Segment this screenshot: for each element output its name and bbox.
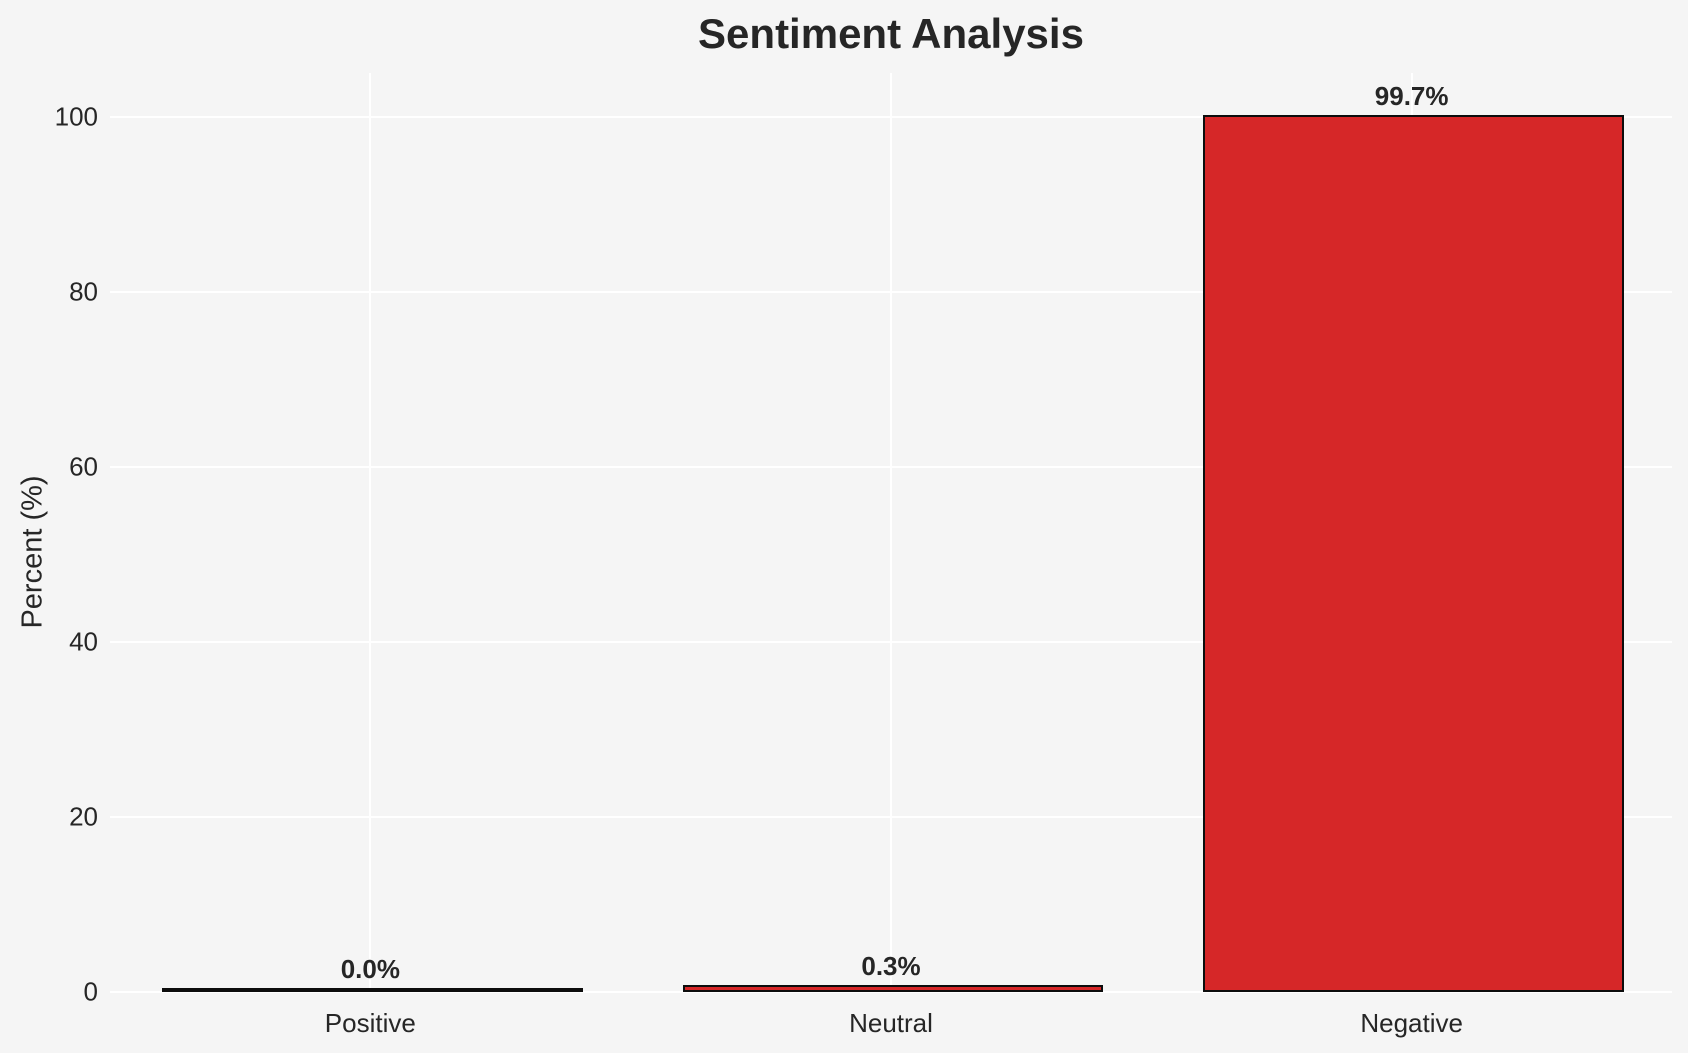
bar-neutral xyxy=(682,985,1104,992)
bar-value-label: 0.0% xyxy=(340,954,400,984)
y-gridline xyxy=(110,991,1672,993)
bar-value-label: 0.3% xyxy=(861,951,921,982)
y-tick-label: 20 xyxy=(69,801,98,832)
y-tick-label: 0 xyxy=(83,976,98,1007)
y-tick-label: 100 xyxy=(54,101,98,132)
bar-negative xyxy=(1203,115,1624,992)
bar-value-label: 99.7% xyxy=(1374,81,1449,112)
x-gridline xyxy=(369,73,372,992)
x-tick-label-neutral: Neutral xyxy=(849,1008,933,1038)
x-tick-label-positive: Positive xyxy=(324,1008,416,1038)
y-tick-label: 60 xyxy=(69,451,98,482)
y-axis-label: Percent (%) xyxy=(16,475,49,629)
chart-title: Sentiment Analysis xyxy=(698,10,1084,57)
x-gridline xyxy=(890,73,892,992)
y-tick-label: 40 xyxy=(69,626,98,657)
bar-positive xyxy=(162,988,583,992)
plot-area xyxy=(110,73,1672,993)
x-tick-label-negative: Negative xyxy=(1360,1008,1463,1038)
y-tick-label: 80 xyxy=(69,276,98,307)
